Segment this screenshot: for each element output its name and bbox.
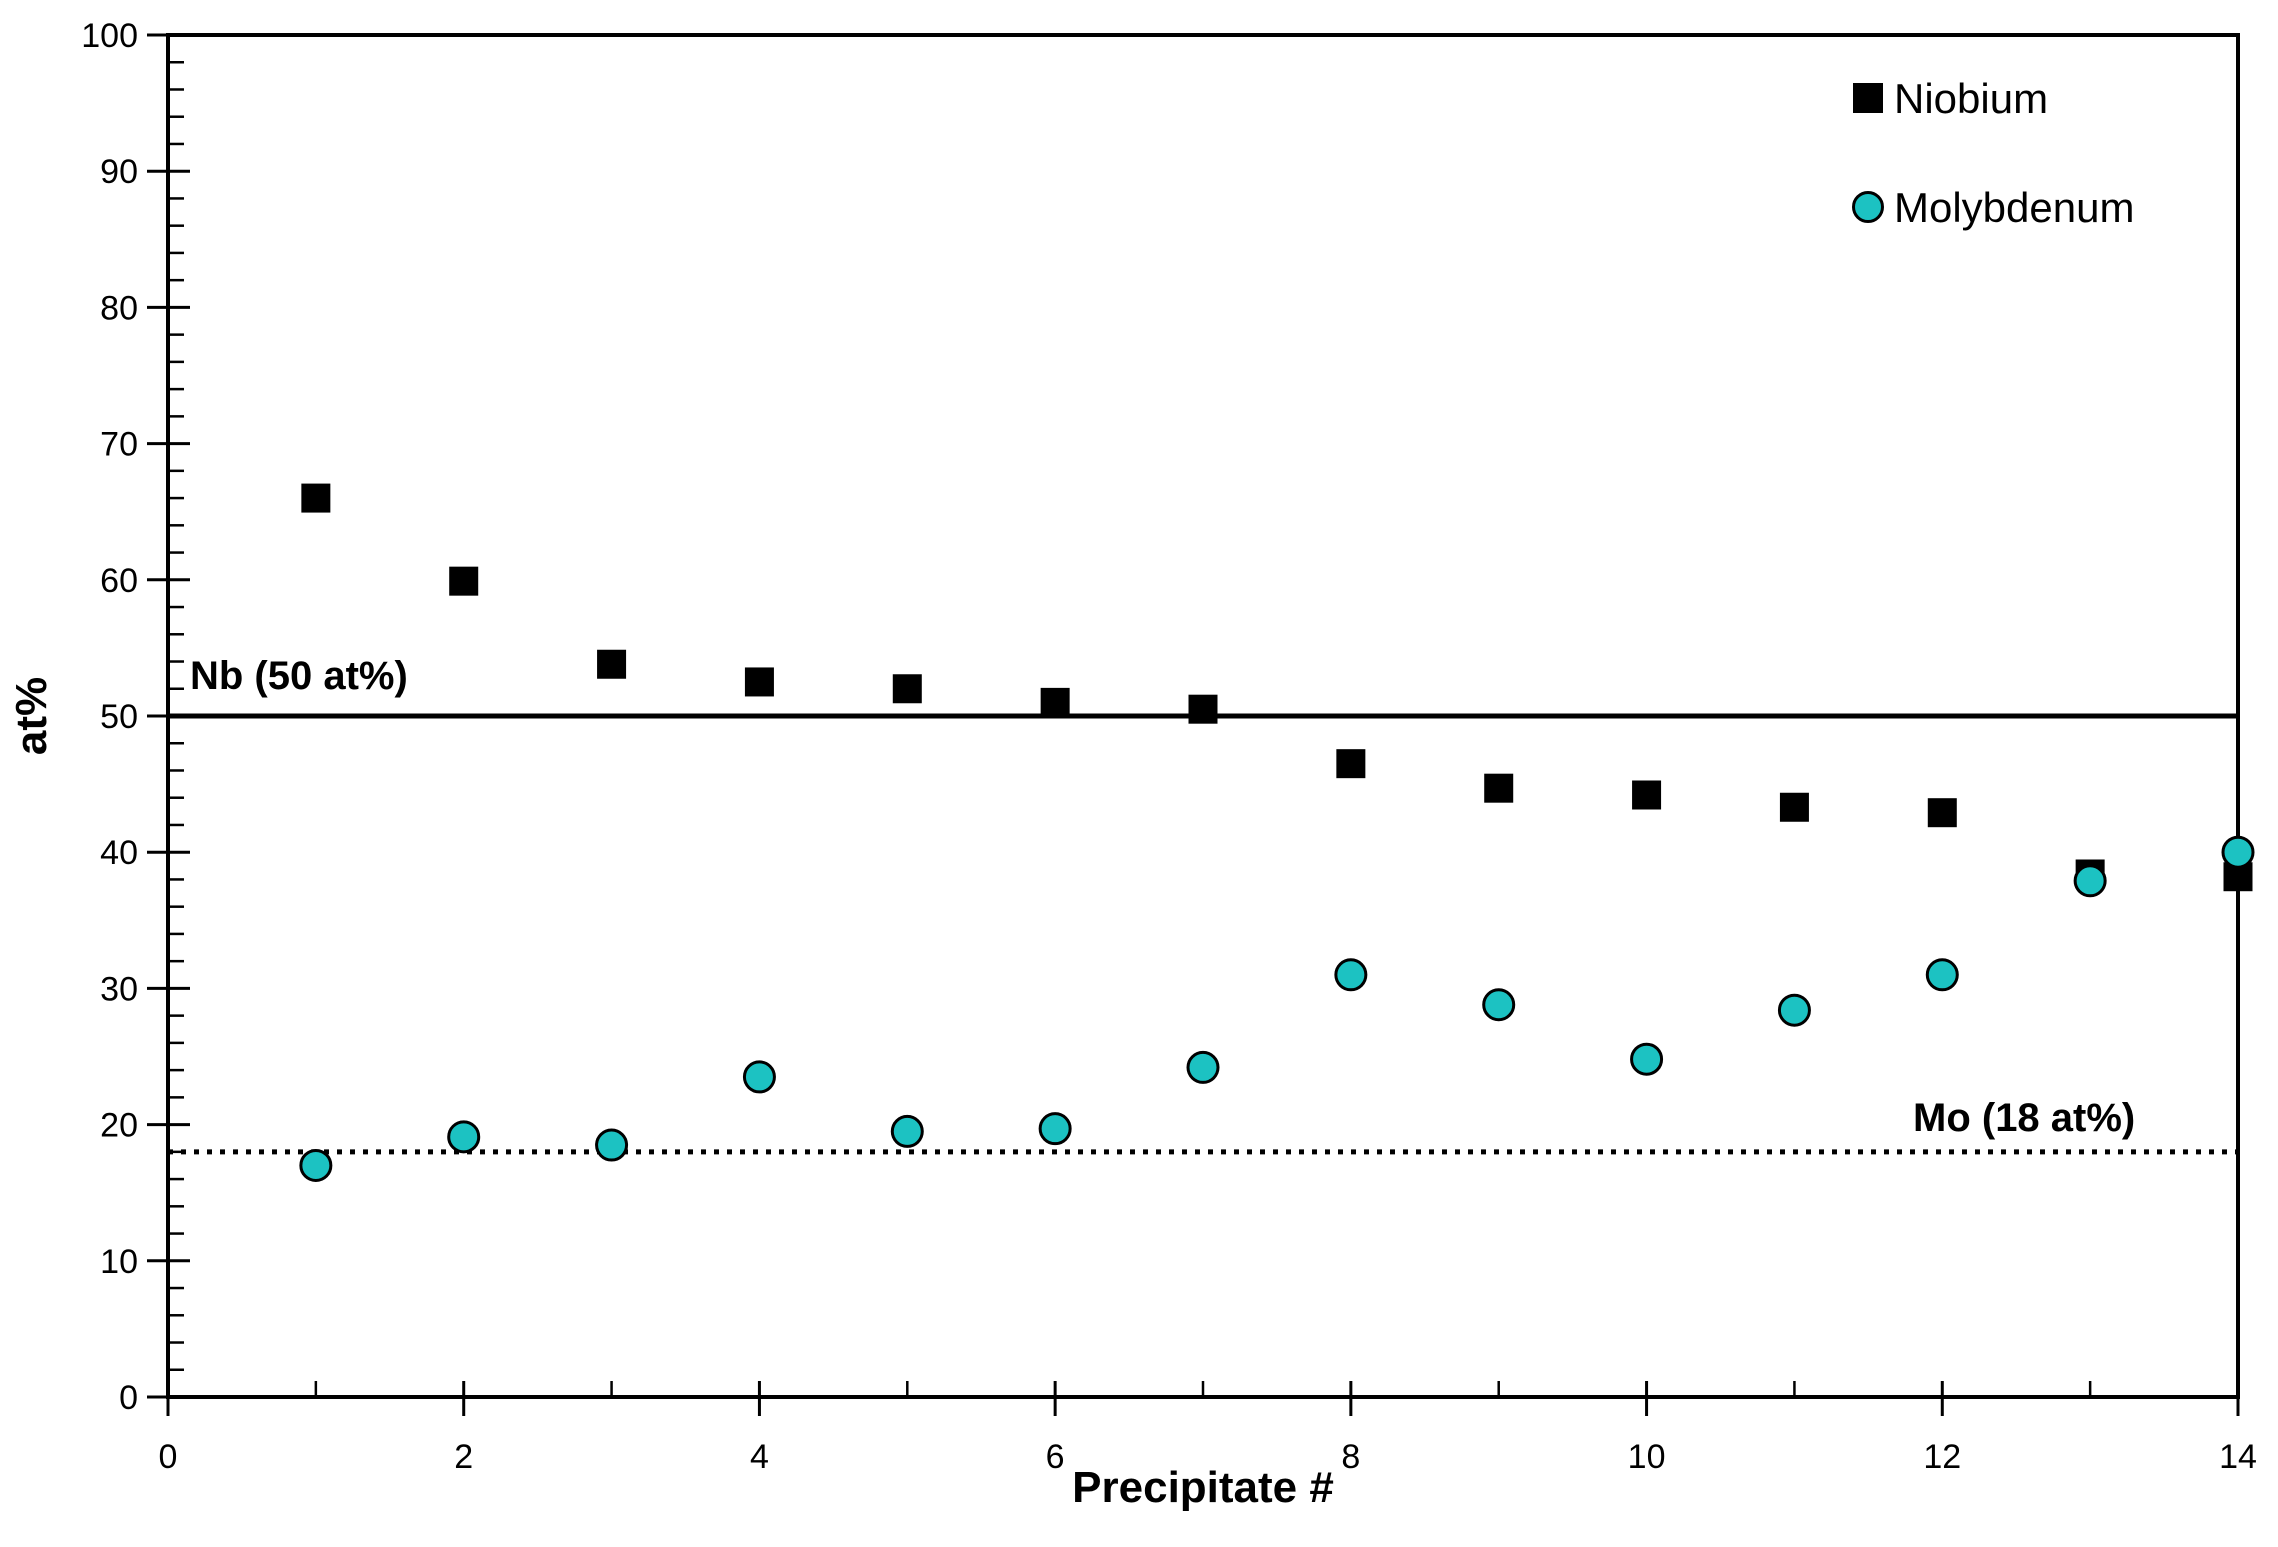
y-tick-label: 10: [100, 1243, 138, 1281]
reference-lines: [168, 713, 2238, 1155]
molybdenum-point: [1925, 958, 1959, 992]
y-axis-title: at%: [7, 677, 56, 755]
legend-niobium-label: Niobium: [1894, 75, 2048, 122]
x-tick-label: 8: [1341, 1438, 1360, 1476]
molybdenum-point: [890, 1114, 924, 1148]
y-tick-label: 80: [100, 289, 138, 327]
molybdenum-point: [595, 1128, 629, 1162]
niobium-point: [744, 667, 774, 697]
y-tick-label: 20: [100, 1107, 138, 1145]
molybdenum-point: [1186, 1050, 1220, 1084]
x-axis-title: Precipitate #: [1072, 1463, 1334, 1512]
y-tick-label: 90: [100, 153, 138, 191]
y-tick-label: 50: [100, 698, 138, 736]
molybdenum-point: [742, 1060, 776, 1094]
niobium-point: [1188, 694, 1218, 724]
x-tick-label: 14: [2219, 1438, 2257, 1476]
legend-molybdenum-marker-icon: [1852, 191, 1884, 223]
molybdenum-point: [299, 1148, 333, 1182]
molybdenum-point: [1334, 958, 1368, 992]
y-tick-label: 30: [100, 970, 138, 1008]
x-tick-label: 6: [1046, 1438, 1065, 1476]
y-tick-label: 0: [119, 1379, 138, 1417]
molybdenum-point: [1630, 1042, 1664, 1076]
legend: Niobium Molybdenum: [1852, 75, 2134, 231]
y-tick-label: 40: [100, 834, 138, 872]
niobium-point: [1632, 780, 1662, 810]
niobium-point: [1484, 773, 1514, 803]
niobium-point: [1779, 792, 1809, 822]
x-tick-label: 4: [750, 1438, 769, 1476]
niobium-point: [1927, 798, 1957, 828]
y-tick-label: 100: [81, 17, 138, 55]
niobium-point: [892, 674, 922, 704]
niobium-point: [1040, 687, 1070, 717]
niobium-point: [449, 566, 479, 596]
legend-molybdenum-label: Molybdenum: [1894, 184, 2134, 231]
y-tick-label: 60: [100, 562, 138, 600]
niobium-point: [301, 483, 331, 513]
molybdenum-point: [2073, 864, 2107, 898]
molybdenum-point: [1482, 988, 1516, 1022]
x-tick-label: 10: [1628, 1438, 1666, 1476]
data-points: [299, 483, 2255, 1182]
niobium-point: [597, 649, 627, 679]
molybdenum-point: [1777, 993, 1811, 1027]
y-tick-label: 70: [100, 426, 138, 464]
molybdenum-point: [2221, 835, 2255, 869]
niobium-point: [1336, 749, 1366, 779]
x-tick-label: 12: [1923, 1438, 1961, 1476]
axis-ticks: 0 10 20 30 40 50 60 70 80 90 100 0 2 4 6 8 10 12 14: [81, 17, 2257, 1476]
nb-reference-label: Nb (50 at%): [190, 654, 408, 698]
molybdenum-point: [447, 1120, 481, 1154]
legend-niobium-marker-icon: [1853, 83, 1883, 113]
mo-reference-label: Mo (18 at%): [1913, 1096, 2135, 1140]
x-tick-label: 0: [159, 1438, 178, 1476]
x-tick-label: 2: [454, 1438, 473, 1476]
molybdenum-point: [1038, 1112, 1072, 1146]
